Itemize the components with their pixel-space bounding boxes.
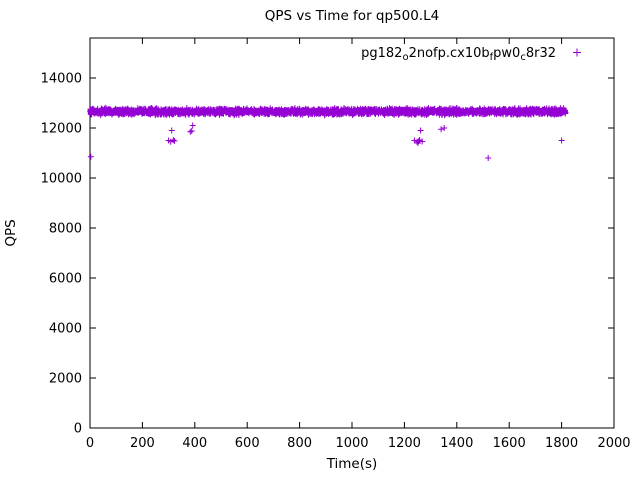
x-tick-label: 400	[182, 436, 207, 451]
legend-label-segment: 2nofp.cx10b	[409, 46, 490, 61]
legend: pg182o2nofp.cx10bfpw0c8r32	[361, 46, 581, 63]
y-tick-label: 10000	[41, 172, 82, 187]
y-tick-label: 12000	[41, 122, 82, 137]
axis-ticks: 0 200 400 600 800 1000 1200 1400 1600 1800 2000 0 20…	[41, 38, 631, 451]
legend-label-subscript: c	[520, 52, 526, 63]
y-tick-label: 4000	[49, 322, 82, 337]
y-axis-label: QPS	[3, 219, 19, 246]
legend-label-segment: pg182	[361, 46, 402, 61]
legend-label-segment: pw0	[493, 46, 520, 61]
x-tick-label: 800	[287, 436, 312, 451]
plot-area	[87, 104, 569, 161]
y-tick-label: 6000	[49, 272, 82, 287]
y-tick-label: 8000	[49, 222, 82, 237]
x-tick-label: 600	[235, 436, 260, 451]
legend-plus-marker-icon	[573, 48, 581, 57]
y-tick-label: 0	[74, 422, 82, 437]
x-tick-label: 1400	[440, 436, 473, 451]
legend-label-subscript: o	[402, 52, 408, 63]
x-tick-label: 1800	[545, 436, 578, 451]
x-tick-label: 1600	[493, 436, 526, 451]
x-tick-label: 200	[130, 436, 155, 451]
chart-title: QPS vs Time for qp500.L4	[265, 8, 439, 24]
plot-border	[89, 37, 615, 429]
legend-label-segment: 8r32	[526, 46, 556, 61]
y-tick-label: 14000	[41, 72, 82, 87]
x-tick-label: 2000	[597, 436, 630, 451]
data-points-band	[87, 104, 569, 119]
x-tick-label: 1200	[388, 436, 421, 451]
legend-label-subscript: f	[490, 52, 494, 63]
x-axis-label: Time(s)	[326, 456, 378, 472]
data-points-outliers	[87, 122, 565, 161]
x-tick-label: 0	[86, 436, 94, 451]
x-tick-label: 1000	[335, 436, 368, 451]
y-tick-label: 2000	[49, 372, 82, 387]
legend-label: pg182o2nofp.cx10bfpw0c8r32	[361, 46, 556, 63]
